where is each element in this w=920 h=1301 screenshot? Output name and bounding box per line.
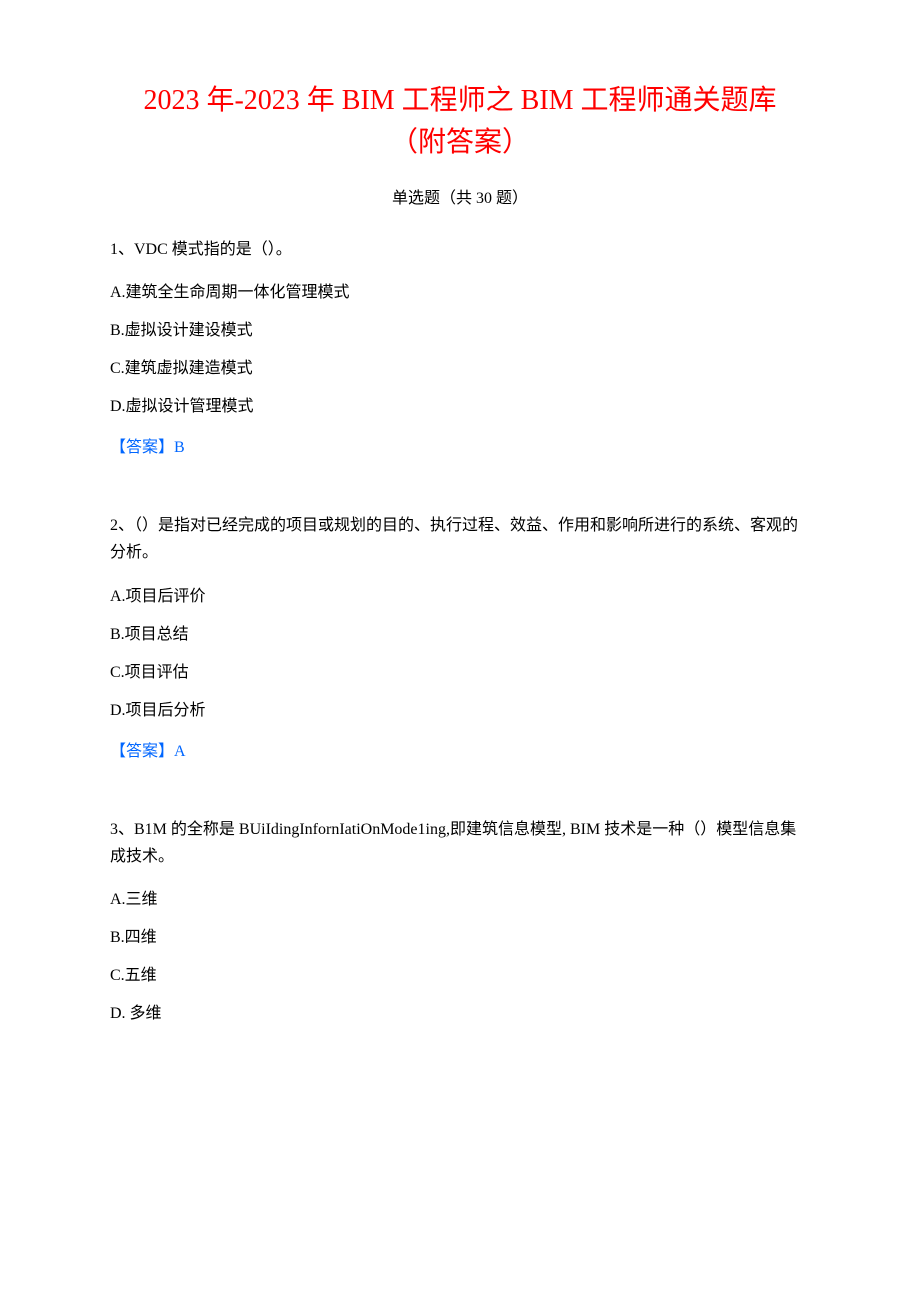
question-answer: 【答案】A <box>110 737 810 761</box>
question-option: B.四维 <box>110 926 810 950</box>
question-option: D.项目后分析 <box>110 699 810 723</box>
title-line-1: 2023 年-2023 年 BIM 工程师之 BIM 工程师通关题库 <box>143 85 776 116</box>
question-option: A.项目后评价 <box>110 585 810 609</box>
document-title: 2023 年-2023 年 BIM 工程师之 BIM 工程师通关题库 （附答案） <box>110 80 810 164</box>
document-subtitle: 单选题（共 30 题） <box>110 184 810 208</box>
question-option: B.项目总结 <box>110 623 810 647</box>
question-block: 2、（）是指对已经完成的项目或规划的目的、执行过程、效益、作用和影响所进行的系统… <box>110 512 810 760</box>
question-option: D.虚拟设计管理模式 <box>110 395 810 419</box>
question-option: A.三维 <box>110 888 810 912</box>
question-option: D. 多维 <box>110 1002 810 1026</box>
question-block: 3、B1M 的全称是 BUiIdingInfornIatiOnMode1ing,… <box>110 816 810 1026</box>
question-stem: 2、（）是指对已经完成的项目或规划的目的、执行过程、效益、作用和影响所进行的系统… <box>110 512 810 566</box>
question-answer: 【答案】B <box>110 433 810 457</box>
question-block: 1、VDC 模式指的是（）。 A.建筑全生命周期一体化管理模式 B.虚拟设计建设… <box>110 236 810 457</box>
question-option: C.项目评估 <box>110 661 810 685</box>
question-stem: 3、B1M 的全称是 BUiIdingInfornIatiOnMode1ing,… <box>110 816 810 870</box>
document-page: 2023 年-2023 年 BIM 工程师之 BIM 工程师通关题库 （附答案）… <box>0 0 920 1100</box>
question-option: C.建筑虚拟建造模式 <box>110 357 810 381</box>
question-option: A.建筑全生命周期一体化管理模式 <box>110 281 810 305</box>
question-option: C.五维 <box>110 964 810 988</box>
title-line-2: （附答案） <box>390 127 530 158</box>
question-stem: 1、VDC 模式指的是（）。 <box>110 236 810 263</box>
question-option: B.虚拟设计建设模式 <box>110 319 810 343</box>
